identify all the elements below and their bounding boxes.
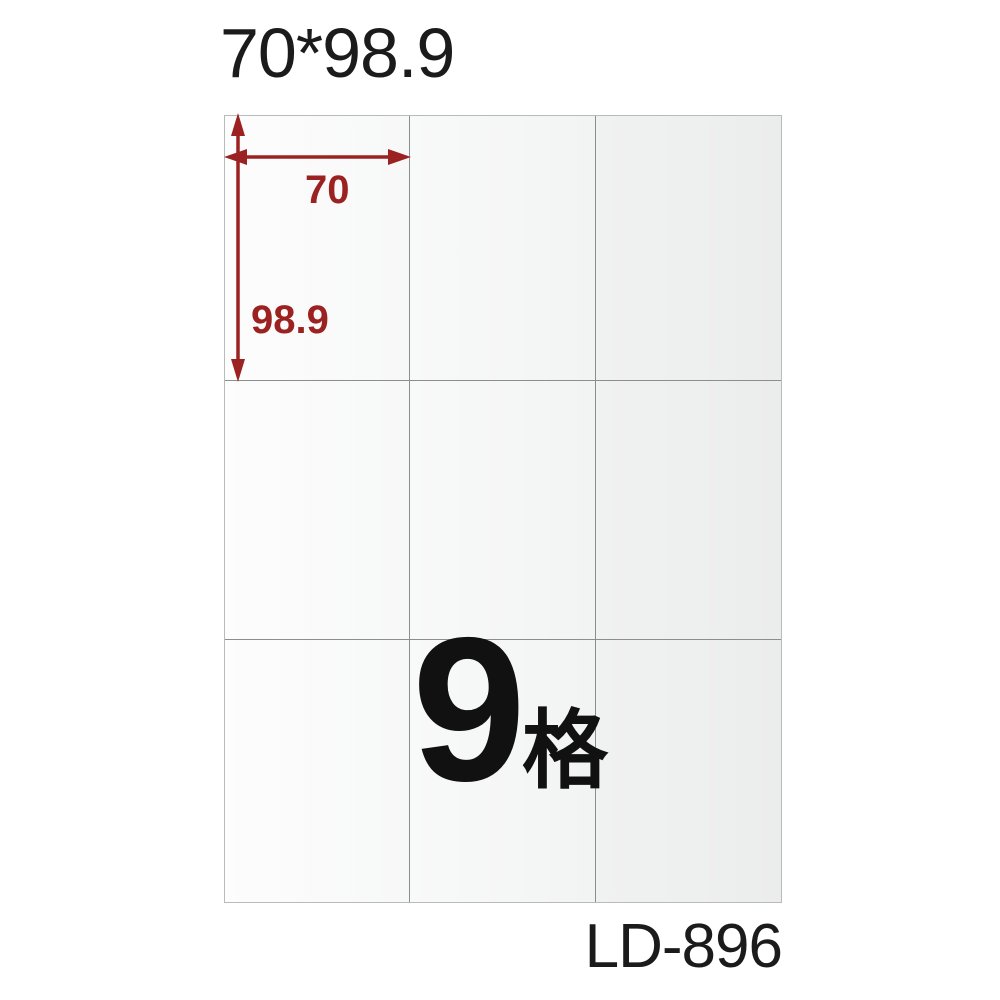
height-dimension-label: 98.9 (251, 298, 329, 342)
label-count-unit: 格 (522, 703, 609, 799)
label-grid (224, 115, 782, 903)
label-cell (410, 639, 596, 902)
label-cell (595, 116, 781, 382)
label-count-mark: 9 格 (412, 595, 609, 824)
model-code: LD-896 (584, 912, 783, 981)
label-count-number: 9 (412, 595, 526, 824)
width-dimension-label: 70 (305, 168, 350, 212)
label-cell (225, 639, 411, 902)
label-cell (410, 116, 596, 382)
label-cell (595, 381, 781, 640)
label-cell (225, 381, 411, 640)
label-cell (225, 116, 411, 382)
label-cell (595, 639, 781, 902)
label-cell (410, 381, 596, 640)
page-title: 70*98.9 (220, 14, 455, 92)
